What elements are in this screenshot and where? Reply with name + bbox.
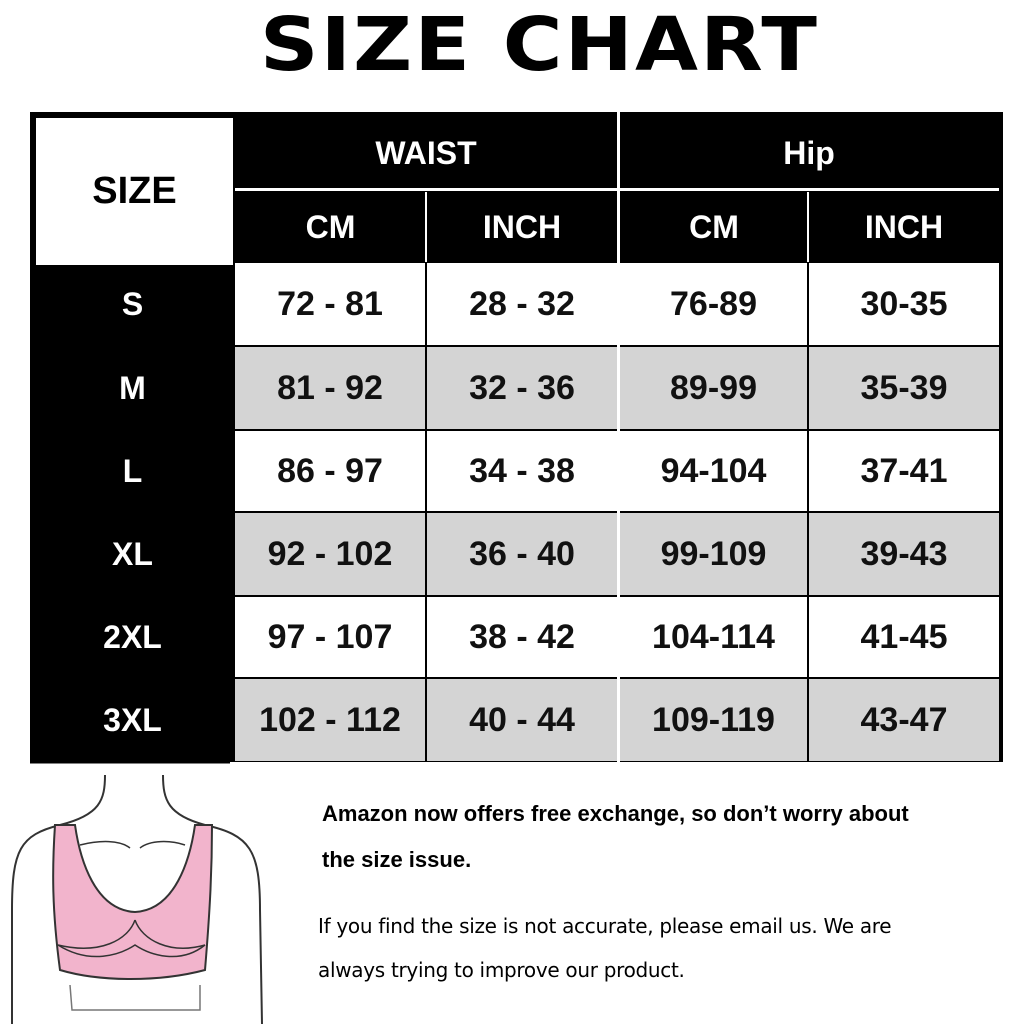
- table-cell: 99-109: [620, 513, 807, 595]
- table-cell: 86 - 97: [235, 431, 425, 511]
- table-cell: 72 - 81: [235, 263, 425, 345]
- table-cell: 39-43: [809, 513, 999, 595]
- page-title: SIZE CHART: [259, 2, 820, 88]
- unit-header: INCH: [482, 208, 562, 245]
- hip-header: Hip: [783, 134, 835, 171]
- unit-divider: [807, 192, 809, 262]
- unit-header: CM: [689, 208, 739, 245]
- unit-header: CM: [305, 208, 356, 245]
- size-label: L: [122, 452, 143, 489]
- table-cell: 32 - 36: [427, 347, 617, 429]
- table-cell: 92 - 102: [235, 513, 425, 595]
- table-cell: 97 - 107: [235, 597, 425, 677]
- waist-header: WAIST: [375, 134, 477, 171]
- group-divider: [617, 112, 620, 762]
- table-cell: 104-114: [620, 597, 807, 677]
- table-cell: 94-104: [620, 431, 807, 511]
- table-cell: 28 - 32: [427, 263, 617, 345]
- table-cell: 34 - 38: [427, 431, 617, 511]
- contact-note-cont: always trying to improve our product.: [318, 958, 685, 982]
- table-cell: 35-39: [809, 347, 999, 429]
- size-label: 3XL: [103, 701, 162, 738]
- contact-note: If you find the size is not accurate, pl…: [318, 914, 892, 938]
- table-cell: 76-89: [620, 263, 807, 345]
- table-cell: 38 - 42: [427, 597, 617, 677]
- exchange-note: Amazon now offers free exchange, so don’…: [322, 801, 909, 826]
- size-label: S: [121, 285, 144, 322]
- table-cell: 41-45: [809, 597, 999, 677]
- table-cell: 36 - 40: [427, 513, 617, 595]
- table-cell: 109-119: [620, 679, 807, 761]
- table-cell: 30-35: [809, 263, 999, 345]
- size-label: XL: [112, 535, 153, 572]
- table-cell: 40 - 44: [427, 679, 617, 761]
- bra-illustration: [11, 760, 263, 1024]
- unit-divider: [425, 192, 427, 262]
- size-header: SIZE: [36, 118, 233, 265]
- table-cell: 89-99: [620, 347, 807, 429]
- unit-header: INCH: [864, 208, 944, 245]
- table-cell: 102 - 112: [235, 679, 425, 761]
- size-label: M: [119, 369, 146, 406]
- table-cell: 43-47: [809, 679, 999, 761]
- exchange-note-cont: the size issue.: [322, 847, 472, 872]
- table-cell: 37-41: [809, 431, 999, 511]
- size-table: SIZE WAIST Hip CM INCH CM INCH S 72 - 81 2…: [30, 112, 1003, 762]
- size-label: 2XL: [103, 618, 162, 655]
- table-cell: 81 - 92: [235, 347, 425, 429]
